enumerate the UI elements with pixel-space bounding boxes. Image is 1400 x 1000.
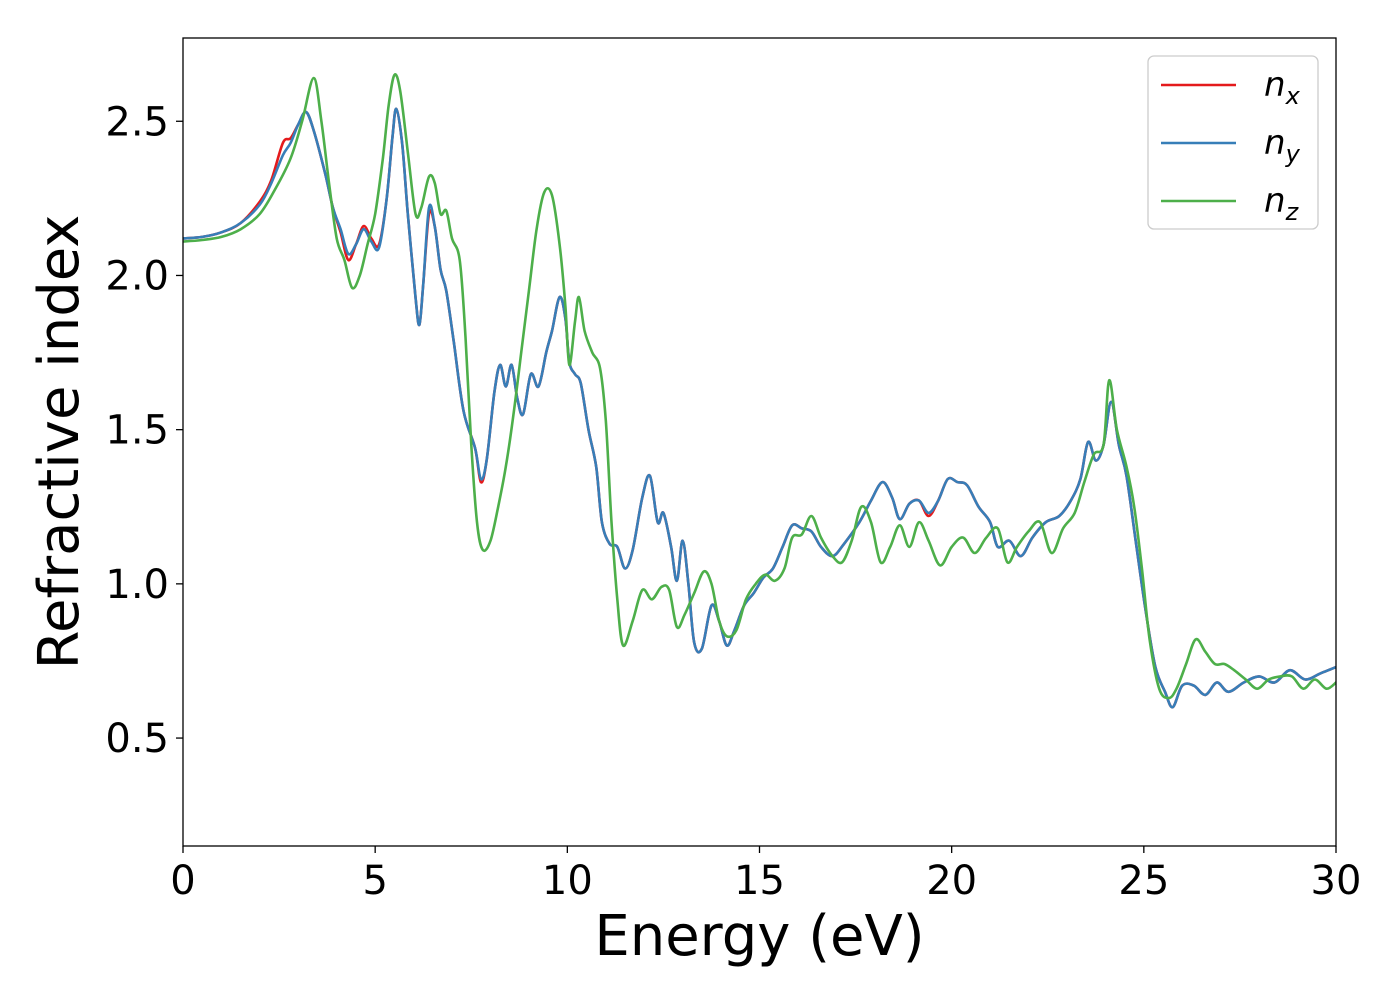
series-line-y xyxy=(183,107,1336,709)
series-layer xyxy=(183,73,1336,709)
x-tick-label: 30 xyxy=(1311,858,1362,904)
y-tick-label: 1.5 xyxy=(105,408,169,454)
series-line-z xyxy=(183,73,1336,700)
x-axis-label: Energy (eV) xyxy=(594,904,924,969)
legend-label-base: n xyxy=(1264,65,1286,105)
x-axis-ticks: 0 5 10 15 20 25 30 xyxy=(170,846,1361,904)
y-axis-label: Refractive index xyxy=(27,215,92,670)
y-tick-label: 2.5 xyxy=(105,99,169,145)
legend-label-subscript: z xyxy=(1285,198,1300,226)
y-tick-label: 1.0 xyxy=(105,562,169,608)
legend-label-base: n xyxy=(1264,181,1286,221)
legend-label-subscript: x xyxy=(1285,82,1301,110)
y-axis-ticks: 0.5 1.0 1.5 2.0 2.5 xyxy=(105,99,183,762)
legend-label: nz xyxy=(1264,181,1300,226)
x-tick-label: 10 xyxy=(542,858,593,904)
legend-label-base: n xyxy=(1264,123,1286,163)
legend-label-subscript: y xyxy=(1285,140,1301,168)
legend-item-y: ny xyxy=(1161,123,1301,168)
y-tick-label: 0.5 xyxy=(105,716,169,762)
x-tick-label: 0 xyxy=(170,858,195,904)
y-tick-label: 2.0 xyxy=(105,253,169,299)
legend-label: nx xyxy=(1264,65,1301,110)
x-tick-label: 20 xyxy=(926,858,977,904)
legend-item-x: nx xyxy=(1161,65,1301,110)
x-tick-label: 25 xyxy=(1118,858,1169,904)
x-tick-label: 5 xyxy=(362,858,387,904)
x-tick-label: 15 xyxy=(734,858,785,904)
legend-item-z: nz xyxy=(1161,181,1300,226)
legend-label: ny xyxy=(1264,123,1301,168)
